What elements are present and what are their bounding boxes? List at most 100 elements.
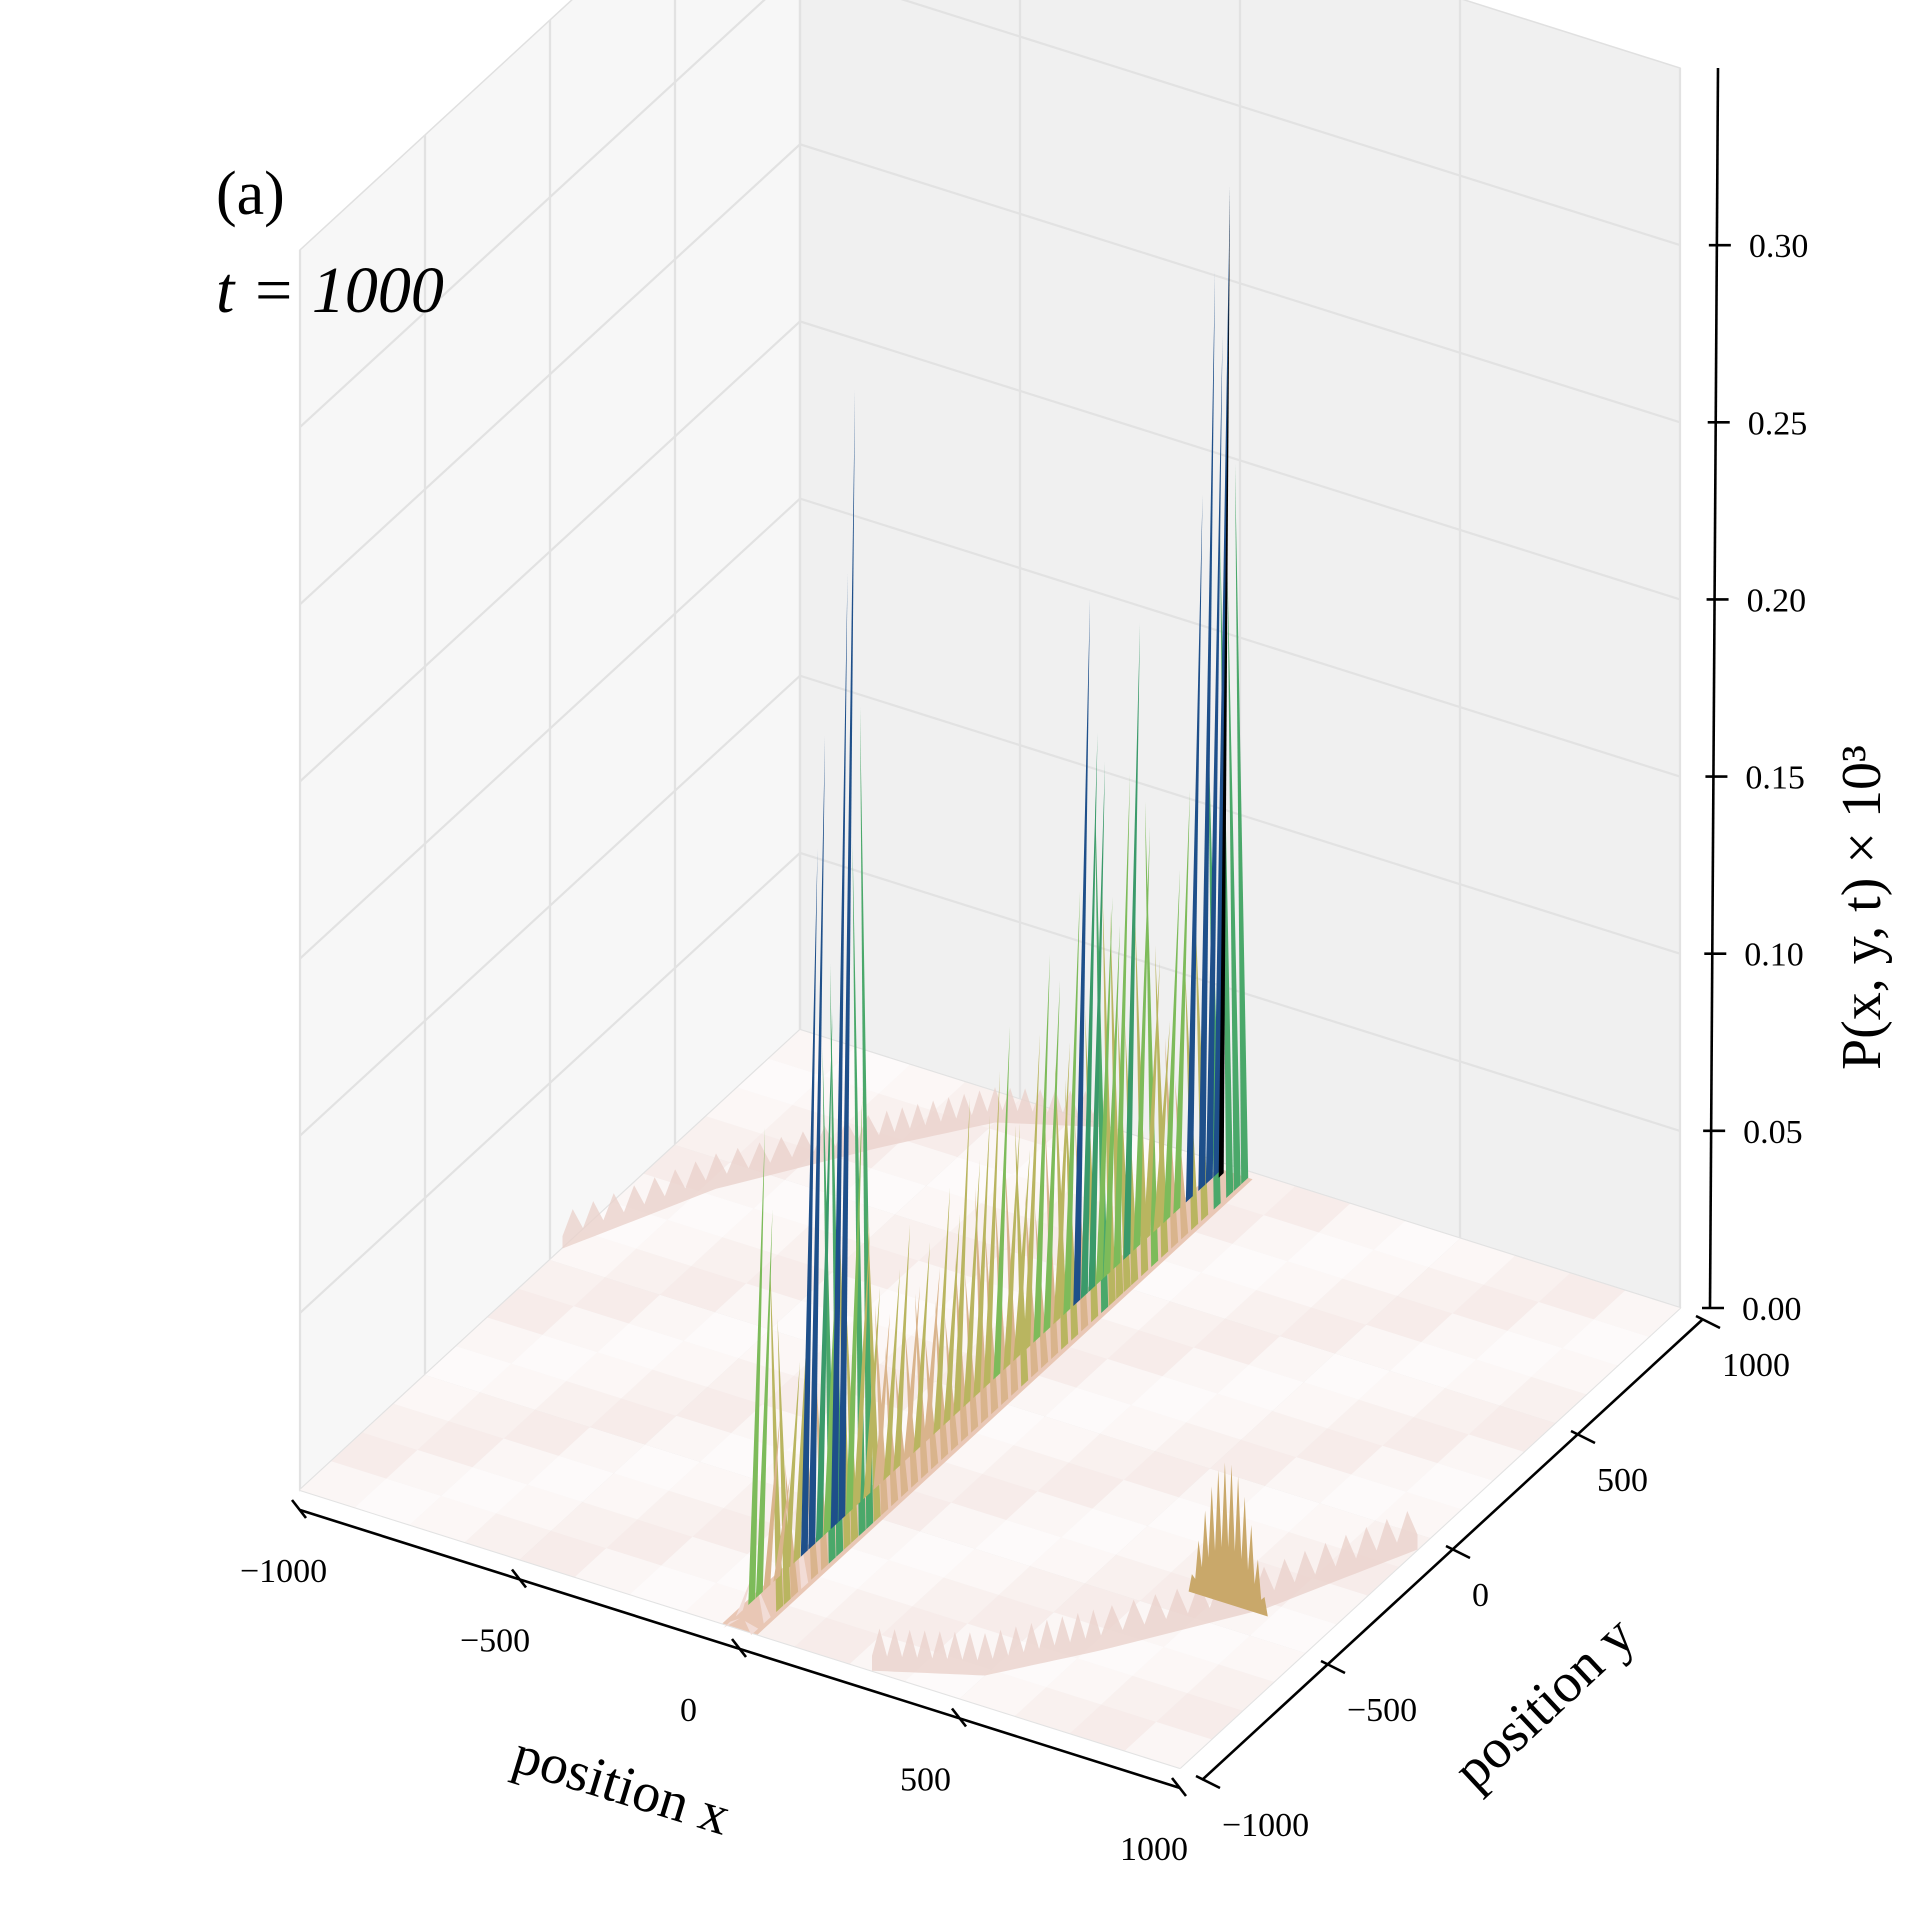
floor-cell <box>1428 1238 1515 1285</box>
ridge-peak <box>913 1241 930 1454</box>
floor-cell <box>1538 1273 1625 1320</box>
floor-cell <box>912 1577 999 1624</box>
floor-cell <box>1225 1290 1312 1337</box>
floor-cell <box>878 1064 965 1111</box>
floor-cell <box>582 1473 669 1520</box>
floor-cell <box>1296 1428 1383 1475</box>
floor-cell <box>832 1243 919 1290</box>
floor-cell <box>621 1369 708 1416</box>
floor-cell <box>1318 1203 1405 1250</box>
floor-cell <box>998 1566 1085 1613</box>
z-tick-label: 0.30 <box>1749 228 1809 265</box>
ridge-peak <box>1163 869 1180 1224</box>
floor-cell <box>628 1294 715 1341</box>
floor-cell <box>676 1387 763 1434</box>
floor-cell <box>1500 1376 1587 1423</box>
floor-cell <box>881 1606 968 1653</box>
z-tick-label: 0.15 <box>1745 760 1805 797</box>
ridge-peak <box>1053 1042 1070 1325</box>
floor-cell <box>472 1438 559 1485</box>
floor-cell <box>1107 1330 1194 1377</box>
x-tick-label: 500 <box>900 1762 951 1799</box>
x-tick <box>950 1707 968 1728</box>
floor-cell <box>503 1409 590 1456</box>
floor-cell <box>1406 1463 1493 1510</box>
x-tick-label: 0 <box>680 1692 697 1729</box>
floor-cell <box>667 1191 754 1238</box>
ridge-peak <box>735 1575 753 1617</box>
ridge-peak <box>953 1098 970 1417</box>
y-tick-label: −1000 <box>1222 1807 1309 1844</box>
floor-cell <box>637 1490 724 1537</box>
floor-cell <box>410 1496 497 1543</box>
y-tick-label: −500 <box>1347 1692 1417 1729</box>
floor-cell <box>551 1502 638 1549</box>
floor-cell <box>1476 1330 1563 1377</box>
floor-cell <box>975 1520 1062 1567</box>
ridge-surface <box>722 186 1253 1635</box>
ridge-peak <box>1198 270 1215 1191</box>
floor-cell <box>1311 1278 1398 1325</box>
ridge-peak-flank <box>770 1261 784 1612</box>
floor-cell <box>535 1381 622 1428</box>
panel-label: (a) <box>216 160 285 228</box>
floor-cell <box>1030 1537 1117 1584</box>
floor-cell <box>1241 1411 1328 1458</box>
floor-cell <box>1162 1347 1249 1394</box>
floor-cell <box>1320 1474 1407 1521</box>
ridge-peak <box>1103 925 1120 1279</box>
floor-cell <box>575 1548 662 1595</box>
floor-cell <box>1375 1491 1462 1538</box>
floor-cell <box>393 1375 480 1422</box>
x-tick <box>730 1638 748 1658</box>
floor-cell <box>1256 1261 1343 1308</box>
floor-cell <box>511 1334 598 1381</box>
floor-cell <box>558 1427 645 1474</box>
floor-cell <box>630 1565 717 1612</box>
floor-cell <box>661 1536 748 1583</box>
floor-cell <box>1015 1687 1102 1734</box>
floor-cell <box>706 1087 793 1134</box>
y-tick-label: 1000 <box>1722 1347 1790 1384</box>
ridge-peak <box>893 1224 910 1472</box>
floor-cell <box>1507 1302 1594 1349</box>
floor-cell <box>926 1157 1013 1204</box>
z-tick-label: 0.25 <box>1748 405 1808 442</box>
floor-cell <box>597 1323 684 1370</box>
floor-cell <box>1217 1364 1304 1411</box>
floor-cell <box>1170 1272 1257 1319</box>
ridge-peak <box>1173 789 1190 1214</box>
floor-cell <box>887 1260 974 1307</box>
floor-cell <box>668 1461 755 1508</box>
floor-cell <box>1366 1296 1453 1343</box>
floor-cell <box>1070 1704 1157 1751</box>
ridge-peak <box>723 1618 740 1628</box>
floor-cell <box>1155 1422 1242 1469</box>
y-tick-label: 0 <box>1472 1577 1489 1614</box>
ridge-peak <box>883 1269 900 1481</box>
ridge-peak <box>983 1070 1000 1389</box>
ridge-peak <box>963 1160 980 1408</box>
floor-cell <box>1351 1445 1438 1492</box>
floor-cell <box>300 1461 387 1508</box>
floor-cell <box>1006 1491 1093 1538</box>
floor-cell <box>362 1403 449 1450</box>
floor-right-bump <box>1188 1462 1268 1617</box>
floor-cell <box>1358 1370 1445 1417</box>
z-axis-line <box>1708 67 1720 1309</box>
floor-right-arc <box>872 1511 1418 1676</box>
floor-cell <box>1327 1399 1414 1446</box>
ridge-peak <box>1088 761 1105 1293</box>
z-tick-label: 0.00 <box>1742 1291 1802 1328</box>
floor-cell <box>1593 1290 1680 1337</box>
floor-cell <box>982 1445 1069 1492</box>
ridge-peak-flank <box>757 1586 771 1624</box>
floor-cell <box>1531 1348 1618 1395</box>
floor-cell <box>518 1260 605 1307</box>
z-axis-label: P(x, y, t) × 10³ <box>1831 745 1893 1070</box>
z-gridline <box>299 0 1681 428</box>
ridge-peak <box>763 1415 780 1592</box>
ridge-peak <box>838 389 855 1523</box>
floor-cell <box>1163 1618 1250 1665</box>
